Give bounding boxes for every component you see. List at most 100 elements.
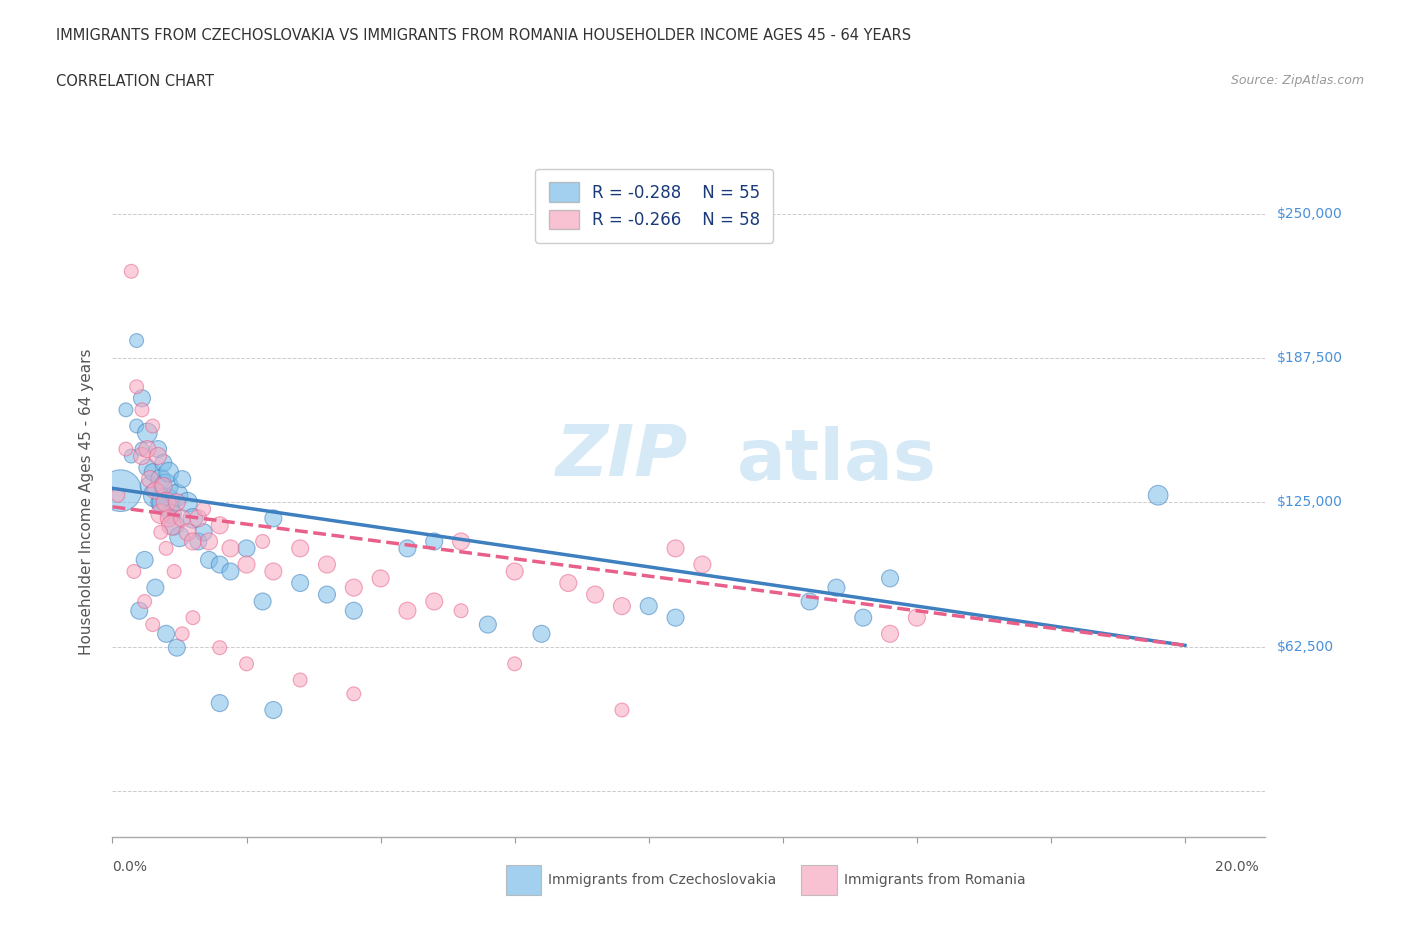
Point	[557, 576, 579, 591]
Point	[110, 484, 132, 498]
Point	[879, 627, 901, 642]
Point	[288, 576, 311, 591]
Text: Source: ZipAtlas.com: Source: ZipAtlas.com	[1230, 74, 1364, 87]
Point	[530, 627, 553, 642]
Point	[208, 557, 231, 572]
Point	[131, 403, 153, 418]
Point	[176, 495, 198, 510]
Point	[145, 580, 167, 595]
Point	[288, 541, 311, 556]
Point	[423, 594, 446, 609]
Point	[583, 587, 606, 602]
Point	[149, 495, 172, 510]
Point	[664, 610, 686, 625]
Point	[235, 541, 257, 556]
Text: $187,500: $187,500	[1277, 351, 1343, 365]
Point	[905, 610, 928, 625]
Point	[166, 495, 188, 510]
Point	[142, 618, 165, 632]
Point	[370, 571, 392, 586]
Text: Immigrants from Romania: Immigrants from Romania	[844, 872, 1025, 887]
Point	[343, 686, 366, 701]
Legend: R = -0.288    N = 55, R = -0.266    N = 58: R = -0.288 N = 55, R = -0.266 N = 58	[536, 169, 773, 243]
Point	[187, 534, 209, 549]
Point	[136, 426, 159, 441]
Point	[692, 557, 714, 572]
Text: CORRELATION CHART: CORRELATION CHART	[56, 74, 214, 89]
Point	[139, 472, 162, 486]
Point	[316, 557, 339, 572]
Point	[149, 525, 172, 539]
Point	[139, 479, 162, 494]
Text: Immigrants from Czechoslovakia: Immigrants from Czechoslovakia	[548, 872, 776, 887]
Point	[219, 564, 242, 578]
Text: $250,000: $250,000	[1277, 206, 1343, 220]
Text: $125,000: $125,000	[1277, 495, 1343, 510]
Point	[396, 604, 419, 618]
Point	[343, 604, 366, 618]
Point	[176, 525, 198, 539]
Point	[208, 640, 231, 655]
Point	[155, 495, 177, 510]
Point	[145, 488, 167, 503]
Point	[157, 511, 180, 525]
Point	[163, 564, 186, 578]
Text: $62,500: $62,500	[1277, 640, 1334, 654]
Point	[142, 465, 165, 480]
Point	[852, 610, 875, 625]
Point	[131, 391, 153, 405]
Point	[181, 610, 204, 625]
Point	[115, 403, 138, 418]
Point	[120, 264, 142, 279]
Point	[503, 657, 526, 671]
Point	[149, 472, 172, 486]
Point	[128, 604, 150, 618]
Point	[262, 702, 284, 717]
Point	[181, 511, 204, 525]
Point	[262, 564, 284, 578]
Point	[169, 529, 191, 544]
Text: 0.0%: 0.0%	[112, 860, 148, 874]
Point	[125, 379, 148, 394]
Point	[208, 518, 231, 533]
Text: 20.0%: 20.0%	[1215, 860, 1258, 874]
Point	[193, 501, 215, 516]
Point	[664, 541, 686, 556]
Y-axis label: Householder Income Ages 45 - 64 years: Householder Income Ages 45 - 64 years	[79, 349, 94, 656]
Point	[125, 418, 148, 433]
Point	[134, 594, 156, 609]
Point	[142, 418, 165, 433]
Point	[610, 599, 633, 614]
Point	[155, 541, 177, 556]
Point	[157, 465, 180, 480]
Text: IMMIGRANTS FROM CZECHOSLOVAKIA VS IMMIGRANTS FROM ROMANIA HOUSEHOLDER INCOME AGE: IMMIGRANTS FROM CZECHOSLOVAKIA VS IMMIGR…	[56, 28, 911, 43]
Point	[610, 702, 633, 717]
Point	[208, 696, 231, 711]
Point	[637, 599, 659, 614]
Point	[160, 506, 183, 521]
Point	[198, 534, 221, 549]
Point	[252, 534, 274, 549]
Point	[122, 564, 145, 578]
Point	[235, 557, 257, 572]
Point	[107, 488, 129, 503]
Point	[163, 518, 186, 533]
Point	[187, 511, 209, 525]
Point	[288, 672, 311, 687]
Point	[198, 552, 221, 567]
Point	[1147, 488, 1170, 503]
Point	[131, 442, 153, 457]
Point	[152, 479, 174, 494]
Point	[152, 456, 174, 471]
Point	[155, 627, 177, 642]
Point	[172, 472, 194, 486]
Point	[136, 460, 159, 475]
Point	[160, 518, 183, 533]
Text: atlas: atlas	[737, 426, 936, 495]
Point	[316, 587, 339, 602]
Point	[879, 571, 901, 586]
Point	[146, 442, 169, 457]
Point	[396, 541, 419, 556]
Point	[181, 534, 204, 549]
Point	[115, 442, 138, 457]
